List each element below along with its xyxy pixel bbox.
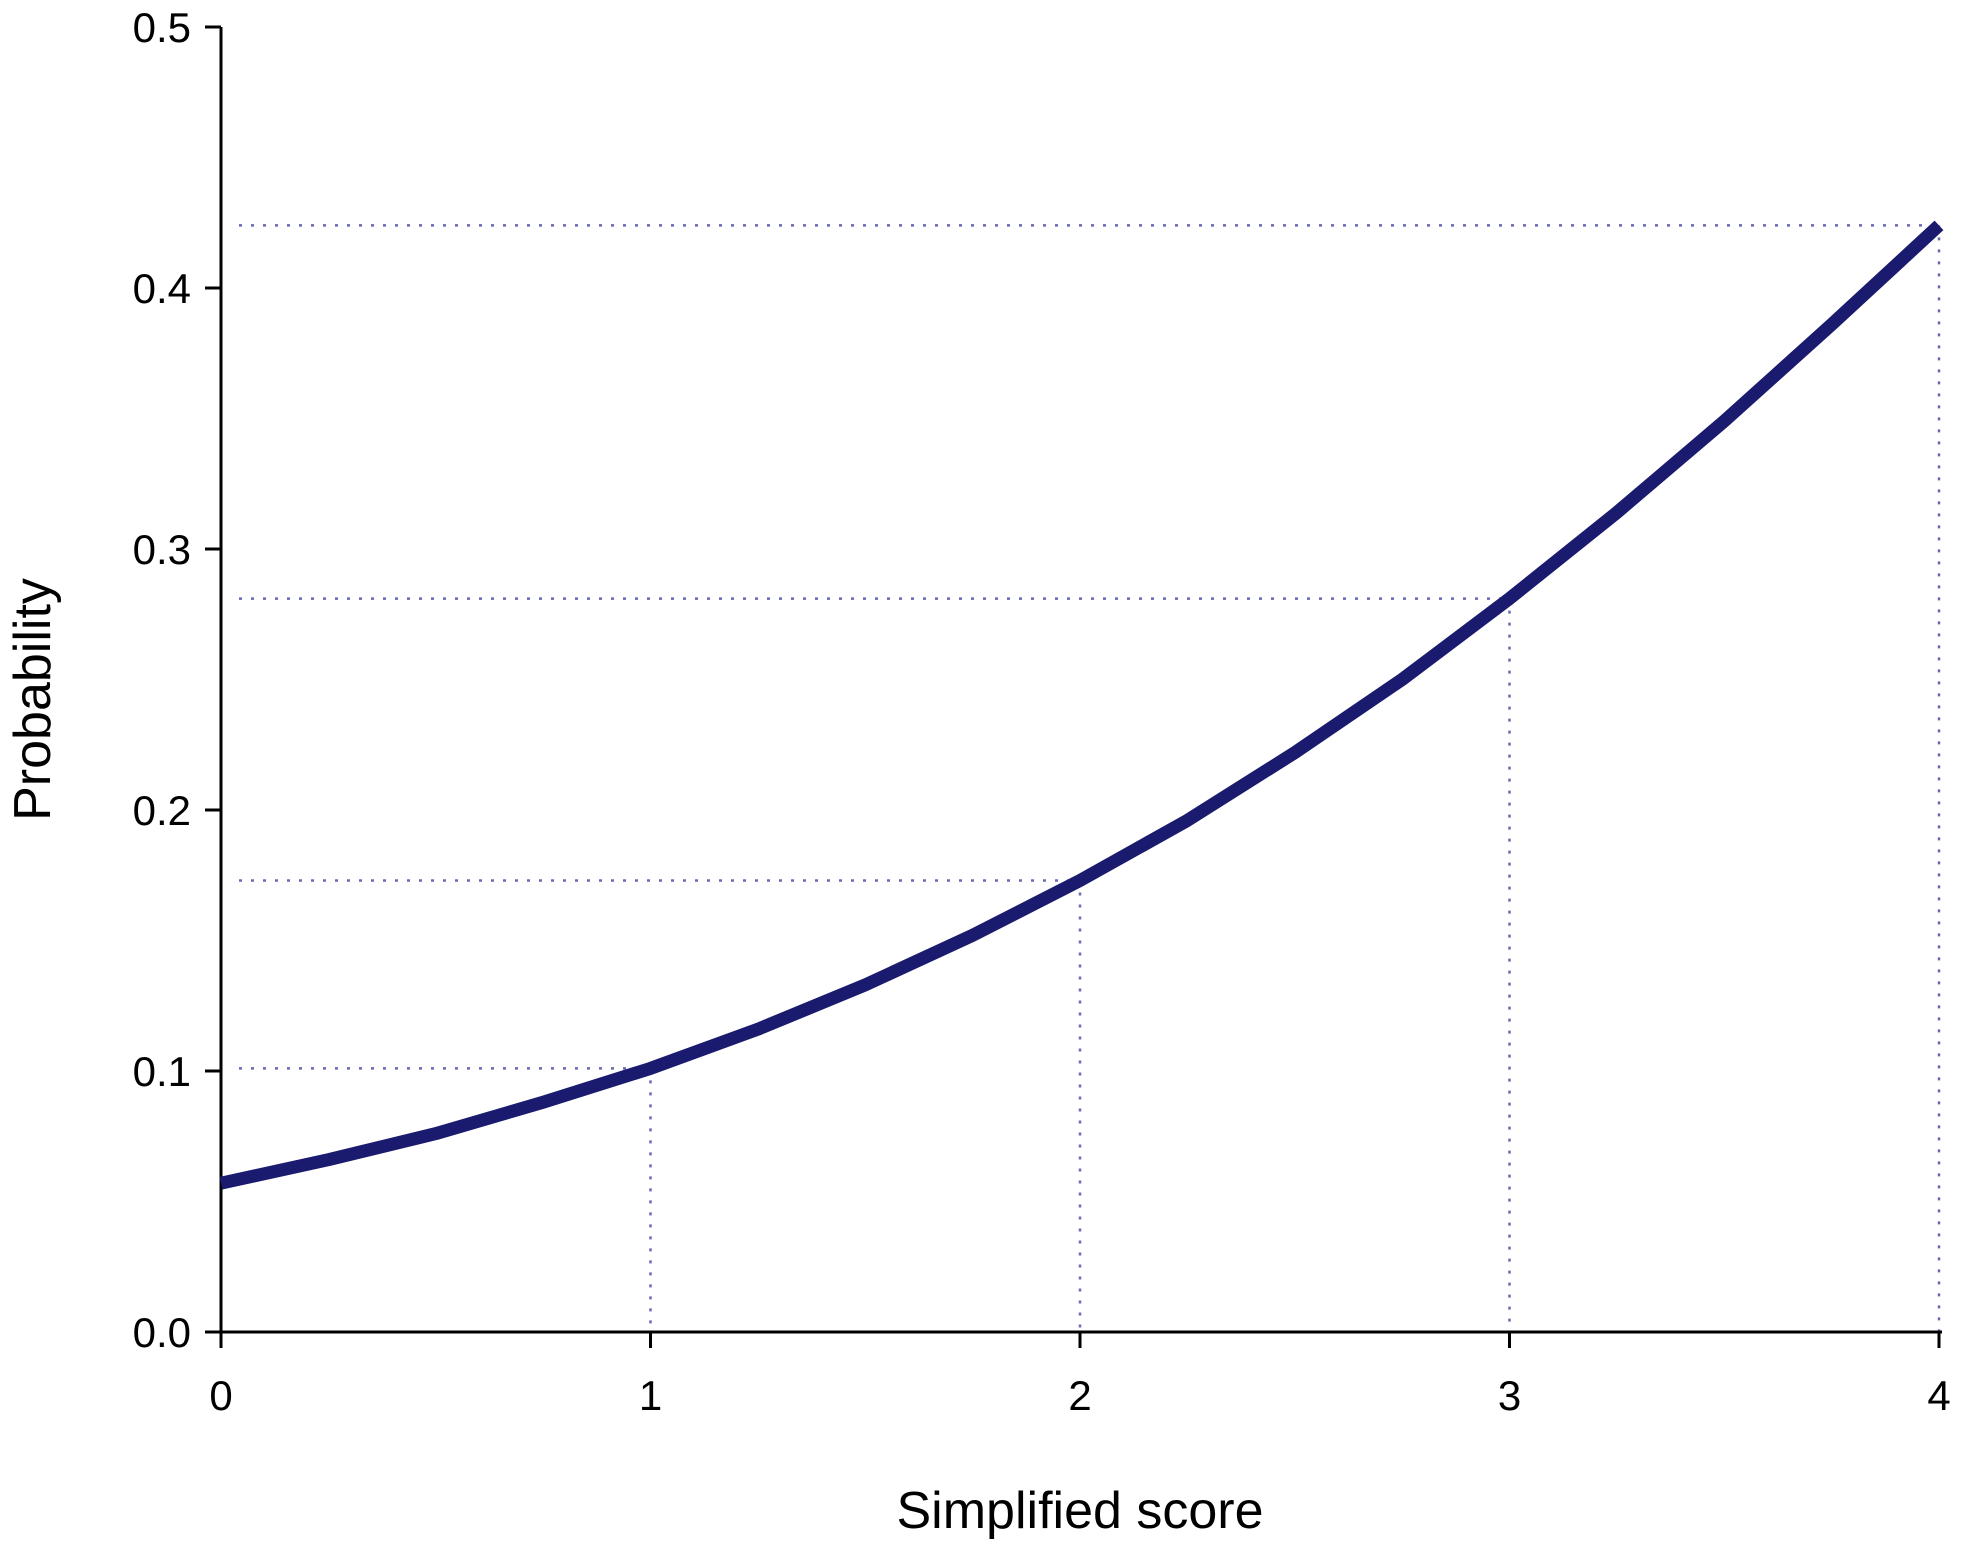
- y-tick-label: 0.1: [133, 1048, 191, 1095]
- series-group: [219, 220, 1944, 1190]
- tick-labels: 0.0 0.1 0.2 0.3 0.4 0.5 0 1 2 3 4: [133, 4, 1951, 1419]
- x-tick-label: 1: [639, 1372, 662, 1419]
- y-tick-label: 0.4: [133, 265, 191, 312]
- y-tick-label: 0.3: [133, 526, 191, 573]
- axes: [205, 25, 1942, 1348]
- series-line-1: [219, 220, 1944, 1190]
- reference-lines: [239, 224, 1941, 1332]
- y-tick-label: 0.5: [133, 4, 191, 51]
- y-tick-label: 0.2: [133, 787, 191, 834]
- x-tick-label: 2: [1068, 1372, 1091, 1419]
- y-axis-title: Probability: [4, 578, 62, 821]
- x-tick-label: 4: [1927, 1372, 1950, 1419]
- x-axis-title: Simplified score: [896, 1482, 1263, 1540]
- x-tick-label: 3: [1498, 1372, 1521, 1419]
- x-tick-label: 0: [209, 1372, 232, 1419]
- y-tick-label: 0.0: [133, 1309, 191, 1356]
